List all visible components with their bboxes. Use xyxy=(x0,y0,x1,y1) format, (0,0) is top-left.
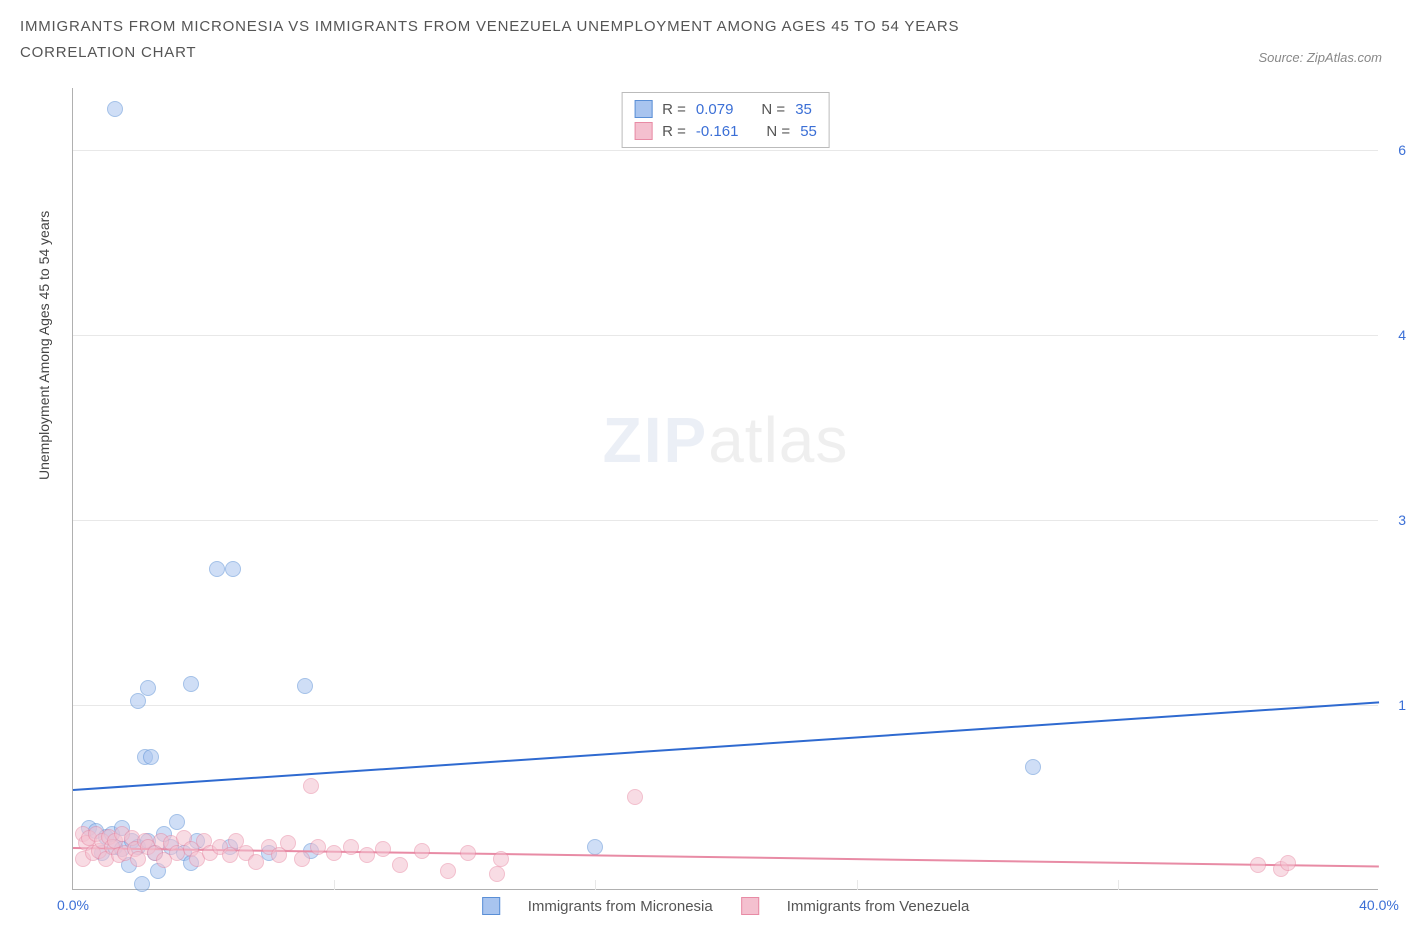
r-value-2: -0.161 xyxy=(696,123,739,140)
data-point[interactable] xyxy=(326,845,342,861)
watermark-atlas: atlas xyxy=(708,404,848,476)
data-point[interactable] xyxy=(414,843,430,859)
correlation-legend-row-2: R = -0.161 N = 55 xyxy=(634,120,817,142)
data-point[interactable] xyxy=(294,851,310,867)
r-label: R = xyxy=(662,101,686,118)
data-point[interactable] xyxy=(297,678,313,694)
data-point[interactable] xyxy=(1280,855,1296,871)
data-point[interactable] xyxy=(1250,857,1266,873)
data-point[interactable] xyxy=(143,749,159,765)
source-attribution: Source: ZipAtlas.com xyxy=(1258,50,1382,65)
data-point[interactable] xyxy=(209,561,225,577)
data-point[interactable] xyxy=(375,841,391,857)
x-tick-label: 40.0% xyxy=(1359,897,1399,913)
data-point[interactable] xyxy=(183,676,199,692)
data-point[interactable] xyxy=(392,857,408,873)
data-point[interactable] xyxy=(222,847,238,863)
watermark-zip: ZIP xyxy=(603,404,709,476)
x-tick-label: 0.0% xyxy=(57,897,89,913)
data-point[interactable] xyxy=(134,876,150,892)
chart-title-line2: CORRELATION CHART xyxy=(20,40,1386,66)
x-tick-mark xyxy=(595,880,596,890)
chart-title-block: IMMIGRANTS FROM MICRONESIA VS IMMIGRANTS… xyxy=(20,14,1386,65)
scatter-chart: ZIPatlas R = 0.079 N = 35 R = -0.161 N =… xyxy=(72,88,1378,890)
legend-swatch-micronesia xyxy=(634,100,652,118)
data-point[interactable] xyxy=(310,839,326,855)
n-value-1: 35 xyxy=(795,101,812,118)
data-point[interactable] xyxy=(169,814,185,830)
legend-label-1: Immigrants from Micronesia xyxy=(528,898,713,915)
n-label: N = xyxy=(761,101,785,118)
gridline-h xyxy=(73,705,1378,706)
x-tick-mark xyxy=(1118,880,1119,890)
data-point[interactable] xyxy=(248,854,264,870)
y-tick-label: 45.0% xyxy=(1386,327,1406,343)
data-point[interactable] xyxy=(1025,759,1041,775)
watermark: ZIPatlas xyxy=(603,403,849,477)
data-point[interactable] xyxy=(489,866,505,882)
data-point[interactable] xyxy=(627,789,643,805)
y-tick-label: 30.0% xyxy=(1386,512,1406,528)
legend-swatch-venezuela xyxy=(634,122,652,140)
data-point[interactable] xyxy=(460,845,476,861)
data-point[interactable] xyxy=(440,863,456,879)
data-point[interactable] xyxy=(359,847,375,863)
data-point[interactable] xyxy=(225,561,241,577)
n-value-2: 55 xyxy=(800,123,817,140)
x-tick-mark xyxy=(857,880,858,890)
correlation-legend: R = 0.079 N = 35 R = -0.161 N = 55 xyxy=(621,92,830,148)
gridline-h xyxy=(73,150,1378,151)
y-tick-label: 60.0% xyxy=(1386,142,1406,158)
r-label: R = xyxy=(662,123,686,140)
r-value-1: 0.079 xyxy=(696,101,734,118)
series-legend: Immigrants from Micronesia Immigrants fr… xyxy=(482,897,970,915)
y-axis-label: Unemployment Among Ages 45 to 54 years xyxy=(36,211,52,480)
correlation-legend-row-1: R = 0.079 N = 35 xyxy=(634,98,817,120)
data-point[interactable] xyxy=(343,839,359,855)
data-point[interactable] xyxy=(303,778,319,794)
data-point[interactable] xyxy=(140,680,156,696)
legend-swatch-micronesia xyxy=(482,897,500,915)
legend-label-2: Immigrants from Venezuela xyxy=(787,898,970,915)
trend-line xyxy=(73,701,1379,791)
n-label: N = xyxy=(766,123,790,140)
data-point[interactable] xyxy=(130,693,146,709)
gridline-h xyxy=(73,520,1378,521)
data-point[interactable] xyxy=(107,101,123,117)
legend-swatch-venezuela xyxy=(741,897,759,915)
data-point[interactable] xyxy=(493,851,509,867)
y-tick-label: 15.0% xyxy=(1386,697,1406,713)
gridline-h xyxy=(73,335,1378,336)
chart-title-line1: IMMIGRANTS FROM MICRONESIA VS IMMIGRANTS… xyxy=(20,14,1386,40)
data-point[interactable] xyxy=(280,835,296,851)
data-point[interactable] xyxy=(587,839,603,855)
x-tick-mark xyxy=(334,880,335,890)
